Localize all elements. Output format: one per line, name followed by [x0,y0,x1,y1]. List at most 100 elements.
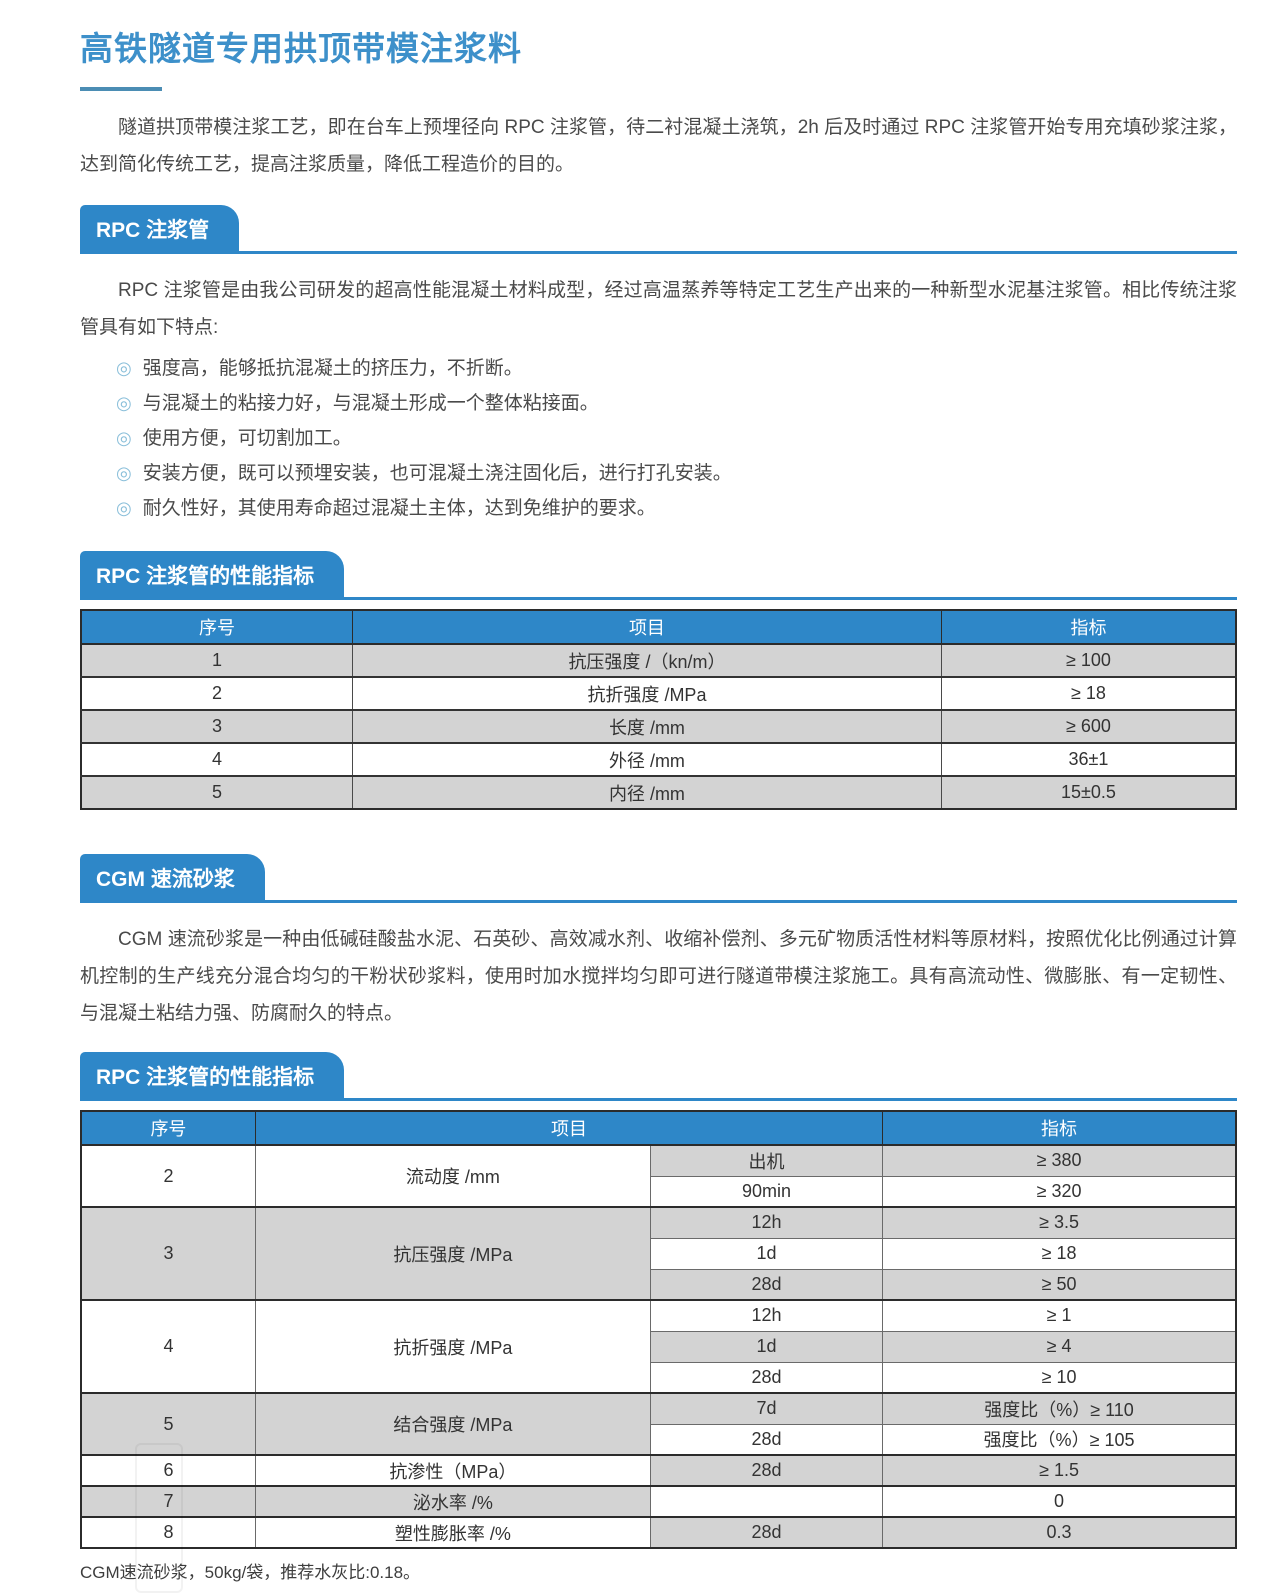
value-cell: 0.3 [882,1516,1237,1549]
table-row: 6 抗渗性（MPa） 28d ≥ 1.5 [80,1454,1237,1487]
feature-text: 强度高，能够抵抗混凝土的挤压力，不折断。 [142,358,523,379]
column-header-item: 项目 [254,1110,884,1146]
section-tab: RPC 注浆管的性能指标 [80,1052,345,1098]
table-cell: ≥ 18 [940,676,1237,711]
seq-cell: 5 [80,1392,256,1456]
table-row: 5 结合强度 /MPa 7d 强度比（%）≥ 110 [80,1392,1237,1456]
item-cell: 塑性膨胀率 /% [254,1516,651,1549]
scan-artifact [135,1443,183,1593]
feature-text: 与混凝土的粘接力好，与混凝土形成一个整体粘接面。 [142,393,599,414]
value-cell: 强度比（%）≥ 110 [882,1392,1237,1425]
item-cell: 抗压强度 /MPa [254,1206,651,1301]
table-row: 28d ≥ 10 [81,1361,1237,1394]
intro-paragraph: 隧道拱顶带模注浆工艺，即在台车上预埋径向 RPC 注浆管，待二衬混凝土浇筑，2h… [80,117,1237,175]
feature-item: ◎ 安装方便，既可以预埋安装，也可混凝土浇注固化后，进行打孔安装。 [116,456,1237,491]
condition-cell: 1d [649,1330,884,1363]
seq-cell: 3 [80,1206,256,1301]
table-row: 3 长度 /mm ≥ 600 [80,709,1237,744]
table-header-row: 序号 项目 指标 [80,609,1237,645]
table-row: 28d ≥ 50 [81,1268,1237,1301]
bullseye-bullet-icon: ◎ [116,393,132,413]
condition-cell [649,1485,884,1518]
rpc-pipe-description: RPC 注浆管是由我公司研发的超高性能混凝土材料成型，经过高温蒸养等特定工艺生产… [80,280,1237,338]
feature-text: 使用方便，可切割加工。 [142,428,352,449]
table-cell: 5 [80,775,353,810]
column-header-seq: 序号 [80,609,353,645]
table-row: 1d ≥ 18 [81,1237,1237,1270]
item-cell: 泌水率 /% [254,1485,651,1518]
feature-list: ◎ 强度高，能够抵抗混凝土的挤压力，不折断。 ◎ 与混凝土的粘接力好，与混凝土形成一个… [80,351,1237,526]
item-cell: 抗折强度 /MPa [254,1299,651,1394]
document-page: 高铁隧道专用拱顶带模注浆料 隧道拱顶带模注浆工艺，即在台车上预埋径向 RPC 注… [80,0,1237,1593]
table-header-row: 序号 项目 指标 [80,1110,1237,1146]
feature-text: 耐久性好，其使用寿命超过混凝土主体，达到免维护的要求。 [142,498,656,519]
section-header-cgm-table: RPC 注浆管的性能指标 [80,1052,1237,1101]
table-cell: 外径 /mm [351,742,942,777]
section-header-cgm: CGM 速流砂浆 [80,854,1237,903]
feature-item: ◎ 强度高，能够抵抗混凝土的挤压力，不折断。 [116,351,1237,386]
seq-cell: 7 [80,1485,256,1518]
value-cell: 0 [882,1485,1237,1518]
condition-cell: 28d [649,1516,884,1549]
condition-cell: 12h [649,1206,884,1239]
value-cell: ≥ 50 [882,1268,1237,1301]
table-row: 5 内径 /mm 15±0.5 [80,775,1237,810]
table-row: 7 泌水率 /% 0 [80,1485,1237,1518]
table-row: 4 外径 /mm 36±1 [80,742,1237,777]
cgm-description: CGM 速流砂浆是一种由低碱硅酸盐水泥、石英砂、高效减水剂、收缩补偿剂、多元矿物… [80,929,1237,1024]
column-header-seq: 序号 [80,1110,256,1146]
value-cell: ≥ 1.5 [882,1454,1237,1487]
rpc-performance-table: 序号 项目 指标 1 抗压强度 /（kn/m） ≥ 100 2 抗折强度 /MPa ≥ 1… [80,609,1237,810]
item-cell: 抗渗性（MPa） [254,1454,651,1487]
table-row: 2 抗折强度 /MPa ≥ 18 [80,676,1237,711]
value-cell: ≥ 18 [882,1237,1237,1270]
bullseye-bullet-icon: ◎ [116,498,132,518]
table-row: 90min ≥ 320 [81,1175,1237,1208]
table-cell: 抗压强度 /（kn/m） [351,643,942,678]
value-cell: ≥ 10 [882,1361,1237,1394]
table-cell: 36±1 [940,742,1237,777]
item-cell: 结合强度 /MPa [254,1392,651,1456]
table-row: 28d 强度比（%）≥ 105 [81,1423,1237,1456]
condition-cell: 28d [649,1268,884,1301]
table-cell: 长度 /mm [351,709,942,744]
table-cell: ≥ 600 [940,709,1237,744]
table-cell: 内径 /mm [351,775,942,810]
rpc-table-body: 1 抗压强度 /（kn/m） ≥ 100 2 抗折强度 /MPa ≥ 18 3 长度 /mm ≥… [80,643,1237,810]
value-cell: 强度比（%）≥ 105 [882,1423,1237,1456]
condition-cell: 7d [649,1392,884,1425]
condition-cell: 12h [649,1299,884,1332]
condition-cell: 28d [649,1454,884,1487]
condition-cell: 90min [649,1175,884,1208]
table-row: 1 抗压强度 /（kn/m） ≥ 100 [80,643,1237,678]
condition-cell: 1d [649,1237,884,1270]
feature-item: ◎ 使用方便，可切割加工。 [116,421,1237,456]
table-row: 8 塑性膨胀率 /% 28d 0.3 [80,1516,1237,1549]
bullseye-bullet-icon: ◎ [116,428,132,448]
value-cell: ≥ 4 [882,1330,1237,1363]
bullseye-bullet-icon: ◎ [116,358,132,378]
page-title: 高铁隧道专用拱顶带模注浆料 [80,30,522,67]
table-row: 4 抗折强度 /MPa 12h ≥ 1 [80,1299,1237,1394]
value-cell: ≥ 3.5 [882,1206,1237,1239]
table-cell: 抗折强度 /MPa [351,676,942,711]
table-cell: 1 [80,643,353,678]
feature-text: 安装方便，既可以预埋安装，也可混凝土浇注固化后，进行打孔安装。 [142,463,732,484]
table-cell: ≥ 100 [940,643,1237,678]
column-header-index: 指标 [940,609,1237,645]
table-cell: 2 [80,676,353,711]
table-cell: 4 [80,742,353,777]
footer-note: CGM速流砂浆，50kg/袋，推荐水灰比:0.18。 [80,1563,421,1582]
feature-item: ◎ 耐久性好，其使用寿命超过混凝土主体，达到免维护的要求。 [116,491,1237,526]
table-row: 3 抗压强度 /MPa 12h ≥ 3.5 [80,1206,1237,1301]
table-row: 1d ≥ 4 [81,1330,1237,1363]
cgm-performance-table: 序号 项目 指标 2 流动度 /mm 出机 ≥ 380 90min ≥ 320 3 抗压强度 … [80,1110,1237,1549]
value-cell: ≥ 320 [882,1175,1237,1208]
seq-cell: 2 [80,1144,256,1208]
condition-cell: 28d [649,1361,884,1394]
cgm-table-body: 2 流动度 /mm 出机 ≥ 380 90min ≥ 320 3 抗压强度 /MPa 12h ≥ … [80,1144,1237,1549]
section-tab: RPC 注浆管的性能指标 [80,551,345,597]
feature-item: ◎ 与混凝土的粘接力好，与混凝土形成一个整体粘接面。 [116,386,1237,421]
condition-cell: 出机 [649,1144,884,1177]
section-tab: RPC 注浆管 [80,205,240,251]
